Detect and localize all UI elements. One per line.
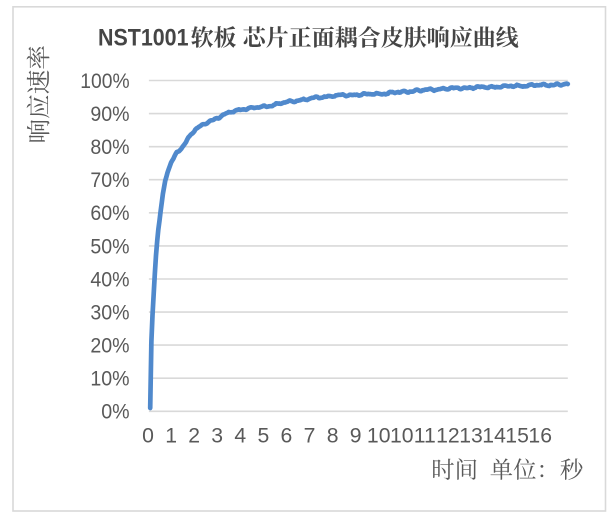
svg-text:12: 12 — [436, 425, 460, 448]
svg-text:30%: 30% — [90, 302, 129, 325]
svg-text:5: 5 — [258, 425, 270, 448]
svg-text:9: 9 — [350, 425, 362, 448]
svg-text:20%: 20% — [90, 335, 129, 358]
svg-text:90%: 90% — [90, 103, 129, 126]
svg-text:11: 11 — [414, 425, 436, 448]
svg-text:8: 8 — [327, 425, 339, 448]
svg-text:0: 0 — [142, 425, 154, 448]
svg-text:3: 3 — [211, 425, 223, 448]
svg-text:40%: 40% — [90, 268, 129, 291]
svg-text:6: 6 — [281, 425, 293, 448]
svg-text:2: 2 — [188, 425, 200, 448]
svg-text:13: 13 — [459, 425, 483, 448]
svg-text:50%: 50% — [90, 235, 129, 258]
svg-text:14: 14 — [482, 425, 506, 448]
svg-text:4: 4 — [234, 425, 246, 448]
svg-text:10: 10 — [367, 425, 391, 448]
svg-text:0%: 0% — [101, 401, 129, 424]
svg-text:100%: 100% — [80, 70, 129, 93]
svg-text:10: 10 — [390, 425, 414, 448]
svg-text:7: 7 — [304, 425, 316, 448]
svg-text:80%: 80% — [90, 136, 129, 159]
svg-text:15: 15 — [505, 425, 529, 448]
svg-text:70%: 70% — [90, 169, 129, 192]
svg-text:10%: 10% — [90, 368, 129, 391]
svg-text:60%: 60% — [90, 202, 129, 225]
svg-text:1: 1 — [165, 425, 177, 448]
svg-text:16: 16 — [528, 425, 552, 448]
svg-text:NST1001: NST1001 — [98, 24, 189, 51]
